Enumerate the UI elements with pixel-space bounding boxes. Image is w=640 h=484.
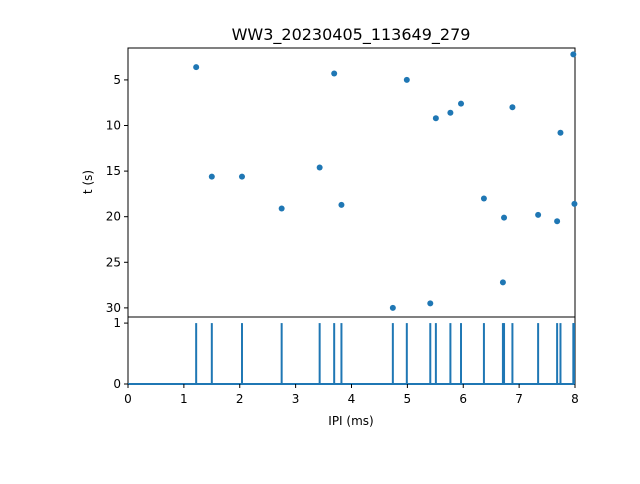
scatter-y-ticks: 5 10 15 20 25 30 xyxy=(106,73,128,315)
scatter-point xyxy=(447,109,454,116)
scatter-point xyxy=(509,104,516,111)
scatter-y-tick-label: 30 xyxy=(106,301,121,315)
scatter-point xyxy=(331,70,338,77)
histogram-x-label: IPI (ms) xyxy=(328,414,373,428)
histogram-y-ticks: 01 xyxy=(113,316,128,391)
scatter-point xyxy=(278,205,285,212)
scatter-point xyxy=(499,279,506,286)
histogram-x-tick-label: 8 xyxy=(571,392,579,406)
histogram-x-ticks: 0 1 2 3 4 5 6 7 8 xyxy=(124,384,579,406)
scatter-point xyxy=(554,218,561,225)
scatter-point xyxy=(480,195,487,202)
scatter-y-tick-label: 20 xyxy=(106,210,121,224)
histogram-y-tick-label: 1 xyxy=(113,316,121,330)
scatter-points xyxy=(193,51,578,311)
chart-title: WW3_20230405_113649_279 xyxy=(232,25,471,45)
scatter-point xyxy=(193,64,200,71)
histogram-y-tick-label: 0 xyxy=(113,377,121,391)
histogram-x-tick-label: 4 xyxy=(348,392,356,406)
scatter-point xyxy=(238,173,245,180)
histogram-x-tick-label: 7 xyxy=(515,392,523,406)
histogram-x-tick-label: 5 xyxy=(404,392,412,406)
scatter-point xyxy=(535,211,542,218)
scatter-point xyxy=(432,115,439,122)
scatter-point xyxy=(571,200,578,207)
histogram-x-tick-label: 6 xyxy=(459,392,467,406)
scatter-point xyxy=(389,304,396,311)
scatter-y-label: t (s) xyxy=(81,170,95,194)
scatter-y-tick-label: 5 xyxy=(113,73,121,87)
scatter-axes: 5 10 15 20 25 30 t (s) xyxy=(81,47,578,318)
scatter-point xyxy=(501,214,508,221)
histogram-x-tick-label: 1 xyxy=(180,392,188,406)
scatter-y-tick-label: 15 xyxy=(106,164,121,178)
scatter-y-tick-label: 25 xyxy=(106,255,121,269)
scatter-point xyxy=(427,300,434,307)
scatter-point xyxy=(458,100,465,107)
scatter-point xyxy=(557,129,564,136)
histogram-x-tick-label: 2 xyxy=(236,392,244,406)
scatter-point xyxy=(208,173,215,180)
histogram-x-tick-label: 3 xyxy=(292,392,300,406)
scatter-plot-frame xyxy=(127,47,576,318)
scatter-point xyxy=(403,76,410,83)
histogram-x-tick-label: 0 xyxy=(124,392,132,406)
scatter-point xyxy=(338,201,345,208)
scatter-y-tick-label: 10 xyxy=(106,119,121,133)
scatter-point xyxy=(570,51,577,58)
histogram-plot-frame xyxy=(127,316,576,385)
scatter-point xyxy=(316,164,323,171)
